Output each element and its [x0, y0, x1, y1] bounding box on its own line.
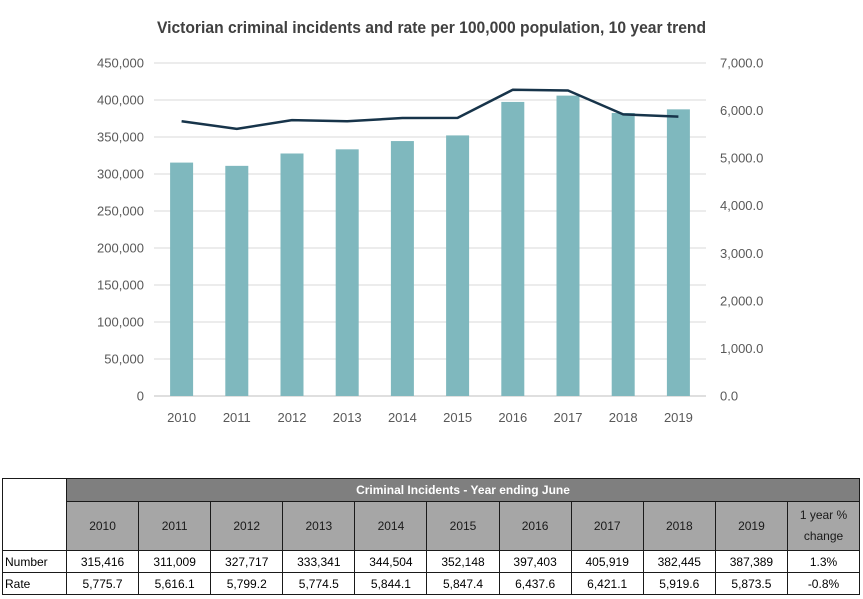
x-tick-label: 2014: [388, 410, 417, 425]
table-cell: 5,616.1: [138, 572, 212, 595]
x-axis-ticks: 2010 2011 2012 2013 2014 2015 2016 2017 2018 2019: [167, 410, 693, 425]
x-tick-label: 2013: [333, 410, 362, 425]
table-year-cell: 2015: [426, 501, 500, 551]
table-cell: 382,445: [642, 550, 716, 573]
left-tick-label: 100,000: [97, 315, 144, 330]
table-year-cell: 2013: [282, 501, 356, 551]
x-tick-label: 2018: [609, 410, 638, 425]
table-row-label: Number: [2, 550, 67, 573]
table-cell: 5,775.7: [65, 572, 140, 595]
table-cell: 311,009: [138, 550, 212, 573]
chart-title: Victorian criminal incidents and rate pe…: [156, 18, 707, 37]
table-year-cell: 2018: [642, 501, 716, 551]
bar: [335, 149, 359, 396]
table-header: Criminal Incidents - Year ending June: [66, 478, 860, 502]
left-tick-label: 400,000: [97, 93, 144, 108]
x-tick-label: 2017: [554, 410, 583, 425]
bar: [556, 95, 580, 397]
bar: [501, 101, 525, 396]
table-change-cell: -0.8%: [787, 572, 860, 595]
right-tick-label: 5,000.0: [720, 151, 763, 166]
table-year-cell: 2011: [138, 501, 212, 551]
bar: [611, 112, 635, 397]
right-tick-label: 2,000.0: [720, 293, 763, 308]
left-tick-label: 0: [137, 389, 144, 404]
bar: [446, 135, 470, 397]
table-year-row: 2010 2011 2012 2013 2014 2015 2016 2017 2018 2019…: [3, 501, 860, 551]
right-tick-label: 7,000.0: [720, 56, 763, 71]
table-cell: 6,421.1: [570, 572, 644, 595]
right-tick-label: 1,000.0: [720, 341, 763, 356]
table-row-rate: Rate 5,775.7 5,616.1 5,799.2 5,774.5 5,844.1 5…: [2, 572, 860, 595]
table-cell: 5,919.6: [642, 572, 716, 595]
table-year-cell: 2014: [354, 501, 428, 551]
bar: [170, 162, 194, 396]
table-row-label: Rate: [2, 572, 67, 595]
table-corner: [2, 478, 67, 551]
right-axis-ticks: 0.0 1,000.0 2,000.0 3,000.0 4,000.0 5,000.0 6,…: [720, 56, 763, 404]
table-year-cell: 2012: [210, 501, 284, 551]
bar: [390, 141, 414, 396]
left-tick-label: 250,000: [97, 204, 144, 219]
line-series: [181, 88, 679, 131]
x-tick-label: 2016: [498, 410, 527, 425]
table-year-cell: 2016: [498, 501, 572, 551]
table-cell: 5,844.1: [354, 572, 428, 595]
bar: [666, 109, 690, 396]
bar: [280, 153, 304, 396]
left-tick-label: 150,000: [97, 278, 144, 293]
table-year-cell: 2019: [714, 501, 789, 551]
left-tick-label: 450,000: [97, 56, 144, 71]
table-year-cell: 2017: [570, 501, 644, 551]
table-cell: 344,504: [354, 550, 428, 573]
left-tick-label: 200,000: [97, 241, 144, 256]
rate-line: [181, 88, 679, 131]
table-cell: 352,148: [426, 550, 500, 573]
table-change-cell: 1.3%: [787, 550, 860, 573]
table-cell: 405,919: [570, 550, 644, 573]
right-tick-label: 0.0: [720, 389, 738, 404]
right-tick-label: 4,000.0: [720, 198, 763, 213]
bar-series: [170, 95, 690, 397]
table-cell: 5,847.4: [426, 572, 500, 595]
table-cell: 327,717: [210, 550, 284, 573]
x-tick-label: 2012: [278, 410, 307, 425]
table-cell: 5,873.5: [714, 572, 789, 595]
data-table: Criminal Incidents - Year ending June 20…: [2, 478, 860, 595]
left-tick-label: 300,000: [97, 167, 144, 182]
table-cell: 333,341: [282, 550, 356, 573]
x-tick-label: 2015: [443, 410, 472, 425]
table-cell: 5,774.5: [282, 572, 356, 595]
table-cell: 6,437.6: [498, 572, 572, 595]
x-tick-label: 2011: [223, 410, 251, 425]
table-cell: 387,389: [714, 550, 789, 573]
table-cell: 5,799.2: [210, 572, 284, 595]
table-year-cell: 2010: [65, 501, 140, 551]
table-change-header: 1 year % change: [787, 501, 860, 551]
bar: [225, 165, 249, 396]
x-tick-label: 2010: [167, 410, 196, 425]
right-tick-label: 3,000.0: [720, 246, 763, 261]
right-tick-label: 6,000.0: [720, 103, 763, 118]
left-tick-label: 350,000: [97, 130, 144, 145]
left-tick-label: 50,000: [104, 352, 144, 367]
x-tick-label: 2019: [664, 410, 693, 425]
combo-chart: 0 50,000 100,000 150,000 200,000 250,000 300,0…: [97, 56, 763, 426]
table-row-number: Number 315,416 311,009 327,717 333,341 344,50…: [2, 550, 860, 573]
table-cell: 315,416: [65, 550, 140, 573]
table-cell: 397,403: [498, 550, 572, 573]
left-axis-ticks: 0 50,000 100,000 150,000 200,000 250,000 300,0…: [97, 56, 144, 404]
